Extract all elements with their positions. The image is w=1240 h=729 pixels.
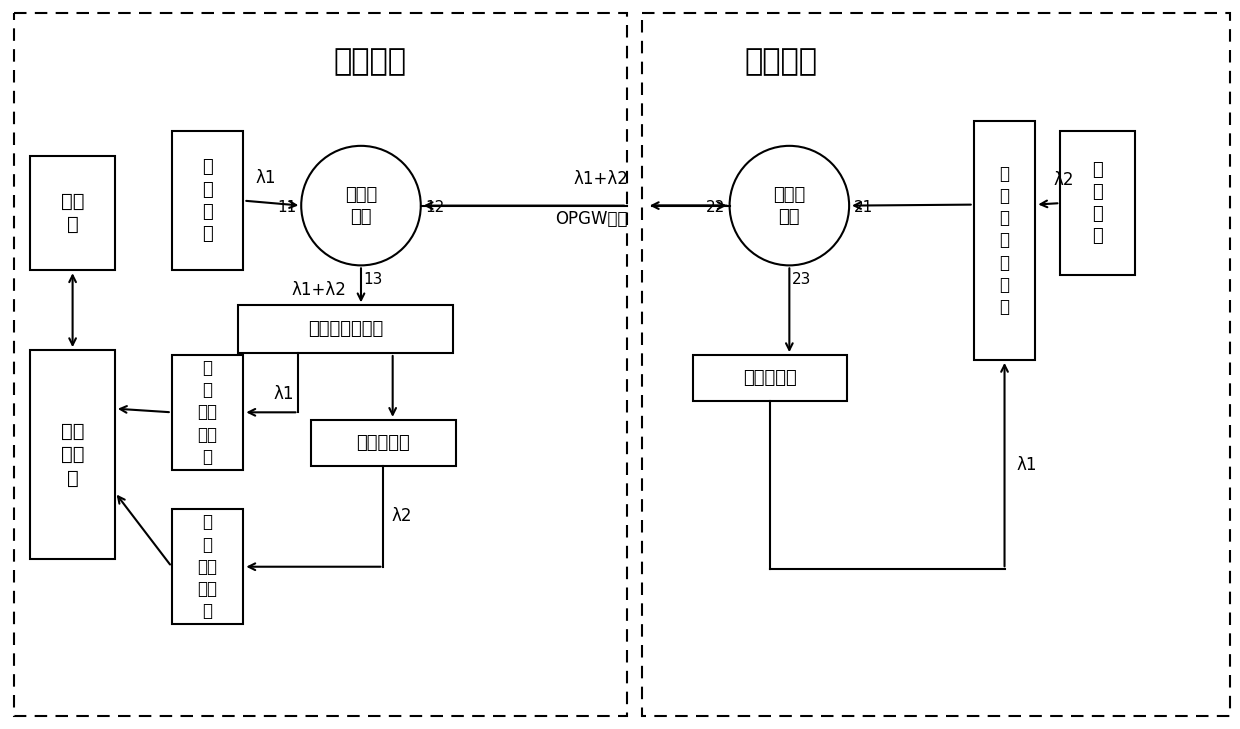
Text: λ1+λ2: λ1+λ2	[573, 170, 627, 187]
Text: 22: 22	[706, 200, 725, 215]
Text: 第一波分复用器: 第一波分复用器	[308, 320, 383, 338]
Text: 第
二
光电
探测
器: 第 二 光电 探测 器	[197, 513, 217, 620]
Text: λ1: λ1	[255, 168, 275, 187]
Bar	[693, 355, 847, 401]
Text: λ2: λ2	[1053, 171, 1074, 189]
Bar	[171, 131, 243, 270]
Text: 第二检偏器: 第二检偏器	[743, 369, 797, 387]
Bar	[973, 121, 1035, 360]
Text: 第一环
形器: 第一环 形器	[345, 185, 377, 226]
Bar	[642, 13, 1230, 716]
Text: 13: 13	[363, 272, 383, 286]
Bar	[238, 305, 453, 353]
Bar	[171, 510, 243, 624]
Text: 第一主机: 第一主机	[334, 47, 407, 76]
Text: 21: 21	[853, 200, 873, 215]
Text: 第
一
光
源: 第 一 光 源	[202, 158, 213, 243]
Bar	[30, 350, 115, 559]
Text: OPGW光纤: OPGW光纤	[556, 210, 627, 227]
Text: 23: 23	[791, 272, 811, 286]
Text: λ1+λ2: λ1+λ2	[291, 281, 347, 300]
Text: 上位
机: 上位 机	[61, 192, 84, 234]
Text: 第
二
波
分
复
用
器: 第 二 波 分 复 用 器	[999, 165, 1009, 316]
Text: λ2: λ2	[392, 507, 412, 525]
Text: λ1: λ1	[274, 386, 294, 403]
Text: 第
二
光
源: 第 二 光 源	[1092, 161, 1104, 246]
Text: 第二主机: 第二主机	[745, 47, 818, 76]
Circle shape	[729, 146, 849, 265]
Text: 第二环
形器: 第二环 形器	[774, 185, 806, 226]
Bar	[30, 156, 115, 270]
Text: 11: 11	[278, 200, 296, 215]
Text: λ1: λ1	[1017, 456, 1037, 474]
Bar	[171, 355, 243, 469]
Bar	[1060, 131, 1135, 276]
Circle shape	[301, 146, 420, 265]
Bar	[15, 13, 627, 716]
Text: 12: 12	[425, 200, 444, 215]
Text: 第
一
光电
探测
器: 第 一 光电 探测 器	[197, 359, 217, 466]
Text: 高速
采集
卡: 高速 采集 卡	[61, 421, 84, 488]
Bar	[311, 420, 455, 466]
Text: 第一检偏器: 第一检偏器	[357, 434, 410, 452]
